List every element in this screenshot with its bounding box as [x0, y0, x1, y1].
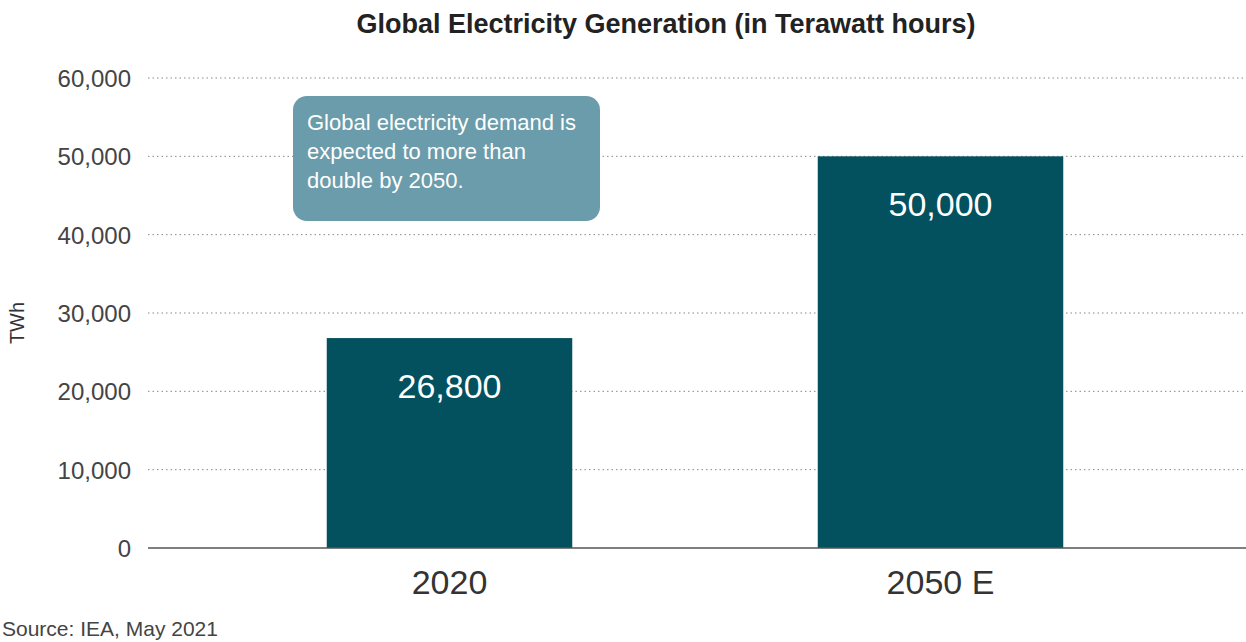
data-label: 26,800: [398, 367, 502, 405]
grid-line: [148, 391, 1246, 392]
annotation-box: Global electricity demand is expected to…: [293, 96, 600, 221]
grid-line: [148, 313, 1246, 314]
y-tick-label: 0: [118, 535, 131, 562]
bar: [327, 338, 573, 548]
bar: [818, 156, 1064, 548]
grid-line: [148, 234, 1246, 235]
y-tick-label: 20,000: [58, 378, 131, 405]
x-axis-line: [148, 547, 1246, 549]
data-label: 50,000: [889, 185, 993, 223]
y-tick-label: 60,000: [58, 65, 131, 92]
chart-svg: Global Electricity Generation (in Terawa…: [0, 0, 1246, 642]
grid-line: [148, 78, 1246, 79]
x-tick-label: 2020: [412, 563, 488, 601]
y-tick-label: 10,000: [58, 457, 131, 484]
source-note: Source: IEA, May 2021: [2, 617, 218, 640]
y-tick-label: 30,000: [58, 300, 131, 327]
y-tick-label: 40,000: [58, 222, 131, 249]
grid-line: [148, 469, 1246, 470]
y-tick-label: 50,000: [58, 143, 131, 170]
y-axis-label: TWh: [6, 302, 28, 344]
x-tick-label: 2050 E: [887, 563, 995, 601]
chart-container: Global Electricity Generation (in Terawa…: [0, 0, 1246, 642]
chart-title: Global Electricity Generation (in Terawa…: [356, 9, 975, 39]
